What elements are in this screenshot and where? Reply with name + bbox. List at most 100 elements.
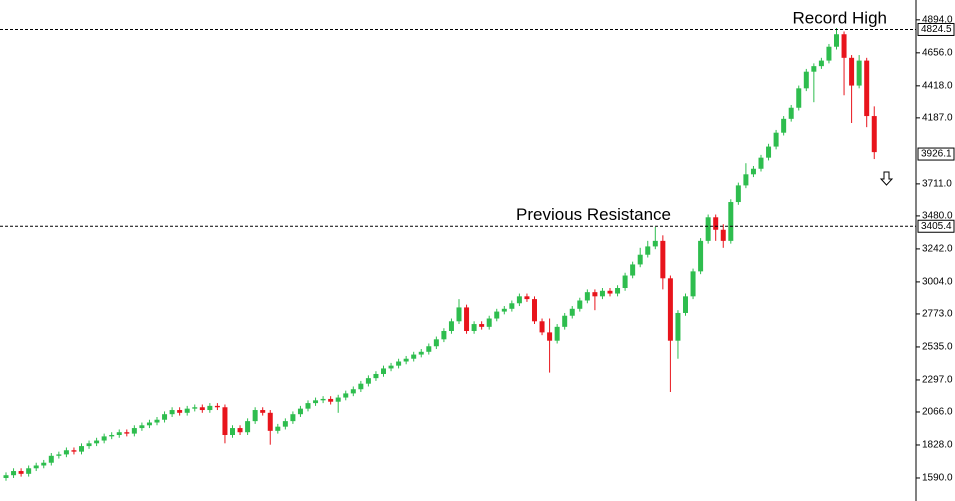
candle-body (48, 455, 54, 463)
candle-body (328, 398, 334, 402)
candle-body (139, 425, 145, 429)
candle-body (3, 475, 9, 478)
candle-body (411, 354, 417, 359)
y-tick-label: 3711.0 (922, 179, 952, 190)
candle-body (320, 398, 326, 401)
level-price-box (917, 22, 955, 36)
candle-body (373, 373, 379, 379)
candle-body (698, 240, 704, 272)
candle-body (230, 428, 235, 435)
candle-body (471, 324, 477, 331)
candle-body (63, 450, 69, 455)
y-tick-label: 2066.0 (922, 407, 953, 418)
candle-body (781, 118, 787, 133)
candle-body (184, 408, 190, 413)
candle-body (607, 290, 613, 294)
candle-body (177, 410, 183, 413)
candle-body (358, 383, 364, 390)
candle-body (124, 432, 130, 434)
candle-body (645, 246, 651, 255)
candle-body (683, 296, 688, 313)
candle-body (335, 397, 341, 402)
candle-body (245, 421, 251, 433)
candle-body (433, 339, 439, 347)
candle-body (448, 321, 454, 331)
candle-body (592, 292, 598, 297)
candle-body (267, 412, 273, 431)
y-tick-label: 2773.0 (922, 309, 953, 320)
candle-body (758, 157, 764, 169)
candle-body (396, 361, 402, 366)
candle-body (652, 240, 658, 247)
last-price-label: 3926.1 (921, 149, 952, 160)
y-tick-label: 2535.0 (922, 342, 953, 353)
candle-body (79, 446, 84, 452)
level-price-label: 4824.5 (921, 24, 952, 35)
candle-body (486, 318, 492, 327)
candle-body (630, 264, 636, 276)
candle-body (116, 432, 122, 435)
level-name: Record High (793, 8, 888, 27)
y-tick-label: 4187.0 (922, 113, 953, 124)
candle-body (162, 414, 168, 420)
candle-body (290, 414, 296, 422)
candle-body (252, 410, 258, 422)
y-tick-label: 1828.0 (922, 440, 953, 451)
candle-body (864, 60, 870, 117)
candle-body (282, 421, 288, 427)
candle-body (169, 410, 175, 415)
candle-body (773, 132, 779, 147)
y-tick-label: 3480.0 (922, 211, 953, 222)
candle-body (94, 440, 100, 444)
candle-body (56, 454, 62, 456)
candle-body (516, 296, 522, 304)
y-tick-label: 2297.0 (922, 375, 953, 386)
candle-body (849, 57, 855, 86)
candle-body (622, 275, 628, 289)
candle-body (818, 60, 824, 67)
candle-body (343, 393, 349, 398)
level-name: Previous Resistance (516, 205, 671, 224)
candle-body (131, 428, 137, 434)
candle-body (146, 422, 152, 426)
candle-body (456, 307, 462, 322)
candle-body (871, 116, 877, 153)
candle-body (18, 471, 24, 474)
candle-body (547, 332, 553, 341)
candle-body (562, 315, 568, 327)
candle-body (577, 300, 583, 309)
candle-body (735, 185, 741, 203)
candle-body (532, 299, 537, 322)
candle-body (509, 303, 515, 309)
candle-body (441, 330, 447, 340)
candle-body (199, 407, 205, 411)
candle-body (615, 288, 621, 294)
candle-body (720, 229, 726, 241)
y-tick-label: 3242.0 (922, 244, 953, 255)
candle-body (826, 46, 832, 61)
candle-body (766, 146, 772, 158)
candle-body (260, 410, 266, 413)
candle-body (101, 436, 107, 441)
y-tick-label: 4656.0 (922, 47, 953, 58)
candle-body (803, 71, 809, 89)
candle-body (207, 405, 213, 411)
candle-body (524, 296, 530, 300)
candle-body (192, 407, 198, 409)
candle-body (275, 426, 281, 431)
candle-body (705, 217, 711, 241)
candle-body (26, 468, 32, 474)
candle-body (350, 389, 356, 394)
candle-body (554, 326, 560, 341)
level-price-label: 3405.4 (921, 221, 952, 232)
last-price-box (917, 147, 955, 161)
down-arrow-icon (879, 171, 894, 186)
candle-body (41, 462, 47, 466)
candle-body (313, 400, 319, 404)
y-tick-label: 1590.0 (922, 473, 953, 484)
candle-body (856, 60, 862, 86)
candle-body (834, 34, 839, 47)
candle-body (11, 471, 17, 476)
y-tick-label: 4894.0 (922, 14, 953, 25)
candle-body (811, 66, 817, 72)
